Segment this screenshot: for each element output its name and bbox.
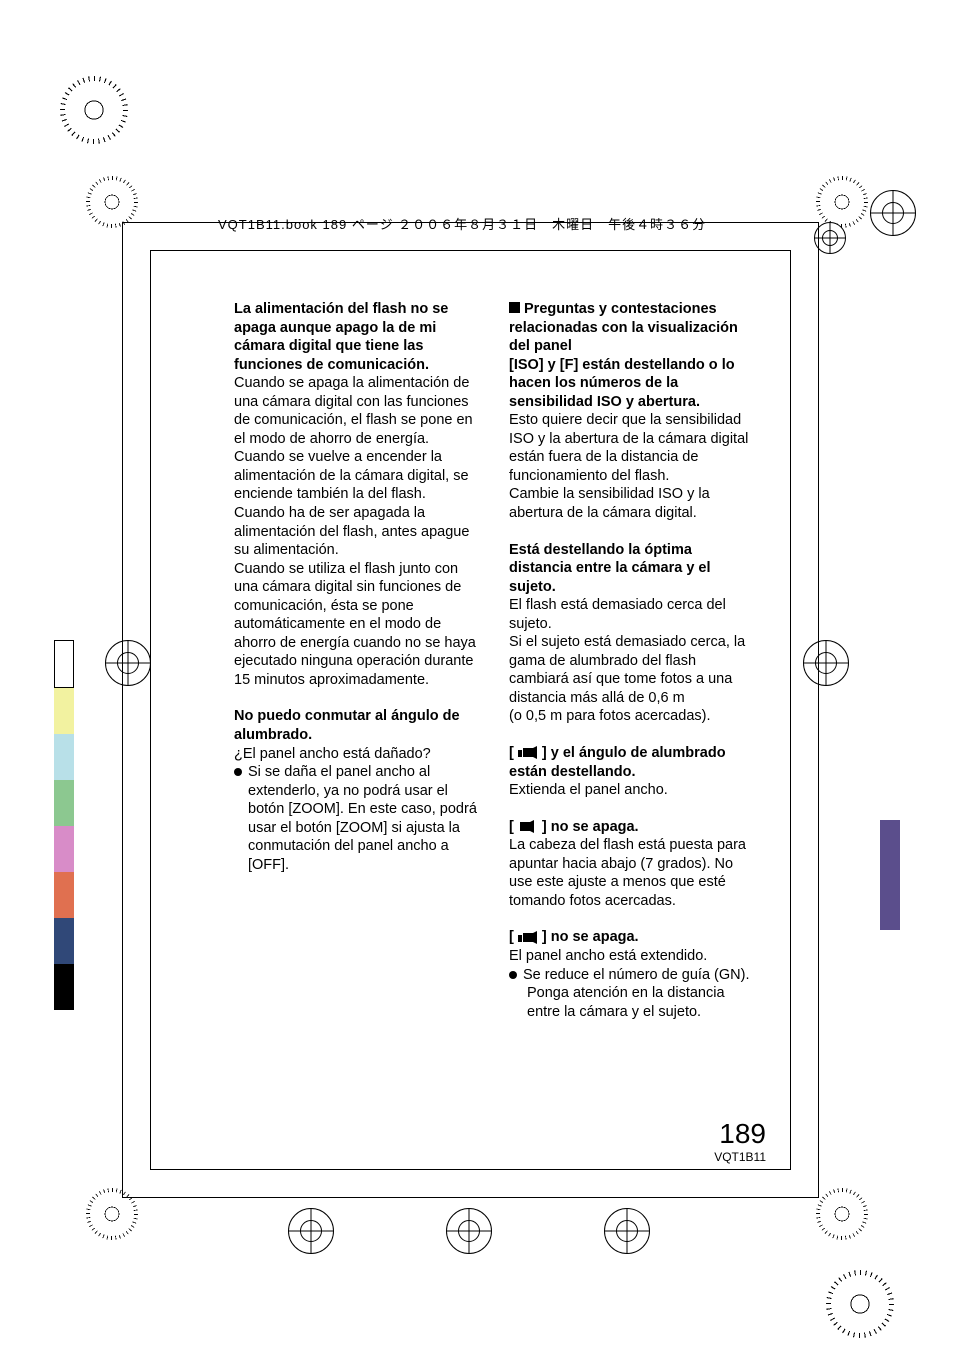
section-body: Extienda el panel ancho. — [509, 781, 754, 800]
section-tab-bar — [880, 820, 900, 930]
registration-mark-b2 — [446, 1208, 492, 1254]
section-title: [ ] no se apaga. — [509, 928, 754, 947]
left-column: La alimentación del flash no se apaga au… — [234, 300, 479, 1039]
document-id: VQT1B11 — [714, 1150, 766, 1164]
swatch-8 — [54, 964, 74, 1010]
bullet-icon — [509, 971, 517, 979]
swatch-4 — [54, 780, 74, 826]
wide-panel-icon — [518, 746, 538, 760]
section-body: La cabeza del flash está puesta para apu… — [509, 836, 754, 910]
section-title: [ISO] y [F] están destellando o lo hacen… — [509, 356, 754, 412]
print-mark-radial-br — [826, 1270, 894, 1338]
trim-line-bottom — [122, 1197, 819, 1198]
print-mark-radial-inner-tl — [86, 176, 138, 228]
section-flash-power: La alimentación del flash no se apaga au… — [234, 300, 479, 689]
bullet-item: Se reduce el número de guía (GN). — [509, 966, 754, 985]
section-body: ¿El panel ancho está dañado? — [234, 745, 479, 764]
trim-line-right — [818, 222, 819, 1198]
qa-heading: Preguntas y contestaciones relacionadas … — [509, 300, 754, 356]
section-title: Está destellando la óptima distancia ent… — [509, 541, 754, 597]
section-wide-extended: [ ] no se apaga. El panel ancho está ext… — [509, 928, 754, 1021]
section-title: [ ] y el ángulo de alumbrado están deste… — [509, 744, 754, 781]
color-calibration-bar — [54, 640, 74, 1010]
page-number: 189 — [719, 1118, 766, 1150]
registration-mark-b3 — [604, 1208, 650, 1254]
section-body-1: Esto quiere decir que la sensibilidad IS… — [509, 411, 754, 485]
trim-line-right-inner — [790, 250, 791, 1170]
right-column: Preguntas y contestaciones relacionadas … — [509, 300, 754, 1039]
registration-mark-right — [803, 640, 849, 686]
registration-mark-left — [105, 640, 151, 686]
section-downward-icon: [ ] no se apaga. La cabeza del flash est… — [509, 818, 754, 911]
section-title: [ ] no se apaga. — [509, 818, 754, 837]
swatch-6 — [54, 872, 74, 918]
trim-line-bottom-inner — [150, 1169, 791, 1170]
print-mark-radial-tl — [60, 76, 128, 144]
registration-mark-tr — [870, 190, 916, 236]
square-bullet-icon — [509, 302, 520, 313]
header-text: VQT1B11.book 189 ページ ２００６年８月３１日 木曜日 午後４時… — [218, 214, 706, 233]
section-body-1: El flash está demasiado cerca del sujeto… — [509, 596, 754, 633]
print-mark-radial-inner-bl — [86, 1188, 138, 1240]
section-body-3: (o 0,5 m para fotos acercadas). — [509, 707, 754, 726]
bullet-text: Se reduce el número de guía (GN). — [523, 966, 754, 985]
section-zoom-angle: No puedo conmutar al ángulo de alumbrado… — [234, 707, 479, 874]
swatch-7 — [54, 918, 74, 964]
section-title: La alimentación del flash no se apaga au… — [234, 300, 479, 374]
section-iso-blink: [ISO] y [F] están destellando o lo hacen… — [509, 356, 754, 523]
section-body-2: Ponga atención en la distancia entre la … — [509, 984, 754, 1021]
section-wide-panel-blink: [ ] y el ángulo de alumbrado están deste… — [509, 744, 754, 800]
swatch-1 — [54, 640, 74, 688]
swatch-5 — [54, 826, 74, 872]
section-body-2: Cuando se utiliza el flash junto con una… — [234, 560, 479, 690]
trim-line-left — [122, 222, 123, 1198]
section-body-1: El panel ancho está extendido. — [509, 947, 754, 966]
flash-down-icon — [518, 820, 538, 834]
swatch-2 — [54, 688, 74, 734]
trim-line-top-inner — [150, 250, 791, 251]
wide-panel-icon — [518, 931, 538, 945]
bullet-text: Si se daña el panel ancho al extenderlo,… — [248, 763, 479, 874]
swatch-3 — [54, 734, 74, 780]
print-mark-radial-inner-tr — [816, 176, 868, 228]
registration-mark-b1 — [288, 1208, 334, 1254]
section-body-2: Si el sujeto está demasiado cerca, la ga… — [509, 633, 754, 707]
bullet-item: Si se daña el panel ancho al extenderlo,… — [234, 763, 479, 874]
section-title: No puedo conmutar al ángulo de alumbrado… — [234, 707, 479, 744]
page-content: La alimentación del flash no se apaga au… — [234, 300, 754, 1039]
bullet-icon — [234, 768, 242, 776]
section-body-1: Cuando se apaga la alimentación de una c… — [234, 374, 479, 559]
print-mark-radial-inner-br — [816, 1188, 868, 1240]
trim-line-left-inner — [150, 250, 151, 1170]
section-distance-blink: Está destellando la óptima distancia ent… — [509, 541, 754, 726]
section-body-2: Cambie la sensibilidad ISO y la abertura… — [509, 485, 754, 522]
